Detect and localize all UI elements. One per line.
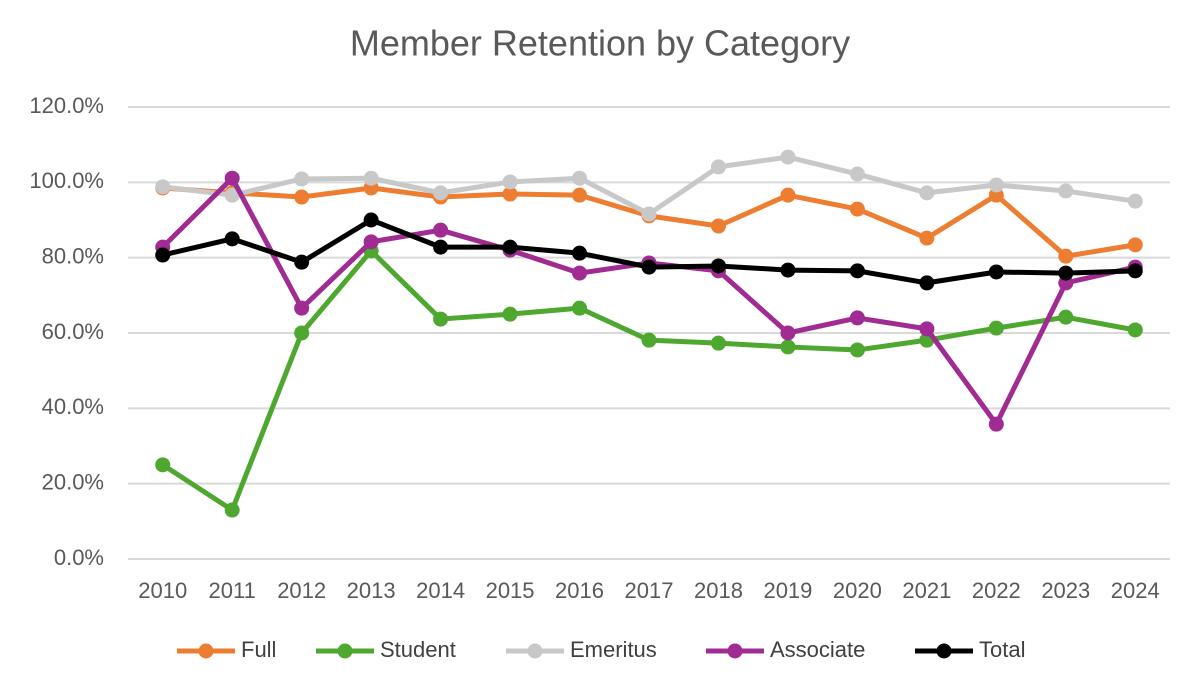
data-point	[572, 170, 588, 186]
data-point	[294, 325, 310, 341]
data-point	[572, 300, 588, 316]
data-point	[1058, 265, 1074, 281]
data-point	[224, 231, 240, 247]
data-point	[919, 321, 935, 337]
data-point	[363, 234, 379, 250]
data-point	[502, 239, 518, 255]
data-point	[710, 159, 726, 175]
data-point	[988, 416, 1004, 432]
data-point	[155, 179, 171, 195]
data-point	[433, 311, 449, 327]
data-point	[572, 187, 588, 203]
y-tick-label: 0.0%	[54, 545, 104, 570]
x-tick-label: 2024	[1111, 578, 1160, 603]
data-point	[294, 189, 310, 205]
data-point	[919, 185, 935, 201]
data-point	[572, 265, 588, 281]
x-tick-label: 2012	[277, 578, 326, 603]
data-point	[1058, 183, 1074, 199]
x-tick-label: 2020	[833, 578, 882, 603]
data-point	[849, 342, 865, 358]
data-point	[849, 201, 865, 217]
data-point	[224, 502, 240, 518]
x-tick-label: 2018	[694, 578, 743, 603]
data-point	[224, 187, 240, 203]
data-point	[155, 457, 171, 473]
data-point	[780, 149, 796, 165]
data-point	[502, 186, 518, 202]
data-point	[294, 300, 310, 316]
legend-label: Emeritus	[570, 637, 657, 662]
chart-title: Member Retention by Category	[350, 23, 850, 64]
data-point	[294, 171, 310, 187]
data-point	[433, 185, 449, 201]
x-tick-label: 2011	[209, 578, 256, 603]
data-point	[919, 230, 935, 246]
data-point	[363, 212, 379, 228]
data-point	[224, 170, 240, 186]
data-point	[641, 332, 657, 348]
data-point	[433, 239, 449, 255]
data-point	[710, 335, 726, 351]
data-point	[710, 258, 726, 274]
data-point	[294, 254, 310, 270]
x-tick-label: 2010	[138, 578, 187, 603]
x-tick-label: 2016	[555, 578, 604, 603]
legend-label: Full	[241, 637, 276, 662]
x-tick-label: 2015	[486, 578, 535, 603]
data-point	[433, 222, 449, 238]
y-tick-label: 80.0%	[42, 243, 104, 268]
data-point	[641, 206, 657, 222]
data-point	[1127, 322, 1143, 338]
data-point	[849, 310, 865, 326]
data-point	[780, 262, 796, 278]
data-point	[780, 325, 796, 341]
legend-marker	[527, 643, 543, 659]
legend-label: Total	[979, 637, 1025, 662]
y-tick-label: 100.0%	[29, 168, 104, 193]
data-point	[363, 170, 379, 186]
data-point	[1058, 309, 1074, 325]
y-tick-label: 120.0%	[29, 93, 104, 118]
legend-marker	[936, 643, 952, 659]
data-point	[988, 177, 1004, 193]
data-point	[641, 259, 657, 275]
data-point	[1127, 263, 1143, 279]
x-tick-label: 2017	[625, 578, 674, 603]
x-tick-label: 2023	[1041, 578, 1090, 603]
x-tick-label: 2021	[902, 578, 951, 603]
legend-marker	[727, 643, 743, 659]
y-tick-label: 40.0%	[42, 394, 104, 419]
data-point	[1058, 248, 1074, 264]
data-point	[710, 218, 726, 234]
x-tick-label: 2013	[347, 578, 396, 603]
legend-marker	[198, 643, 214, 659]
y-tick-label: 60.0%	[42, 319, 104, 344]
data-point	[988, 264, 1004, 280]
data-point	[572, 245, 588, 261]
x-tick-label: 2014	[416, 578, 465, 603]
data-point	[502, 306, 518, 322]
legend-label: Associate	[770, 637, 865, 662]
y-tick-label: 20.0%	[42, 469, 104, 494]
data-point	[502, 174, 518, 190]
data-point	[780, 339, 796, 355]
data-point	[780, 187, 796, 203]
data-point	[919, 275, 935, 291]
data-point	[1127, 193, 1143, 209]
legend-label: Student	[380, 637, 456, 662]
legend-marker	[337, 643, 353, 659]
series-line	[161, 248, 1136, 513]
data-point	[849, 166, 865, 182]
x-tick-label: 2022	[972, 578, 1021, 603]
x-tick-label: 2019	[763, 578, 812, 603]
data-point	[849, 263, 865, 279]
data-point	[1127, 237, 1143, 253]
data-point	[988, 320, 1004, 336]
data-point	[155, 247, 171, 263]
